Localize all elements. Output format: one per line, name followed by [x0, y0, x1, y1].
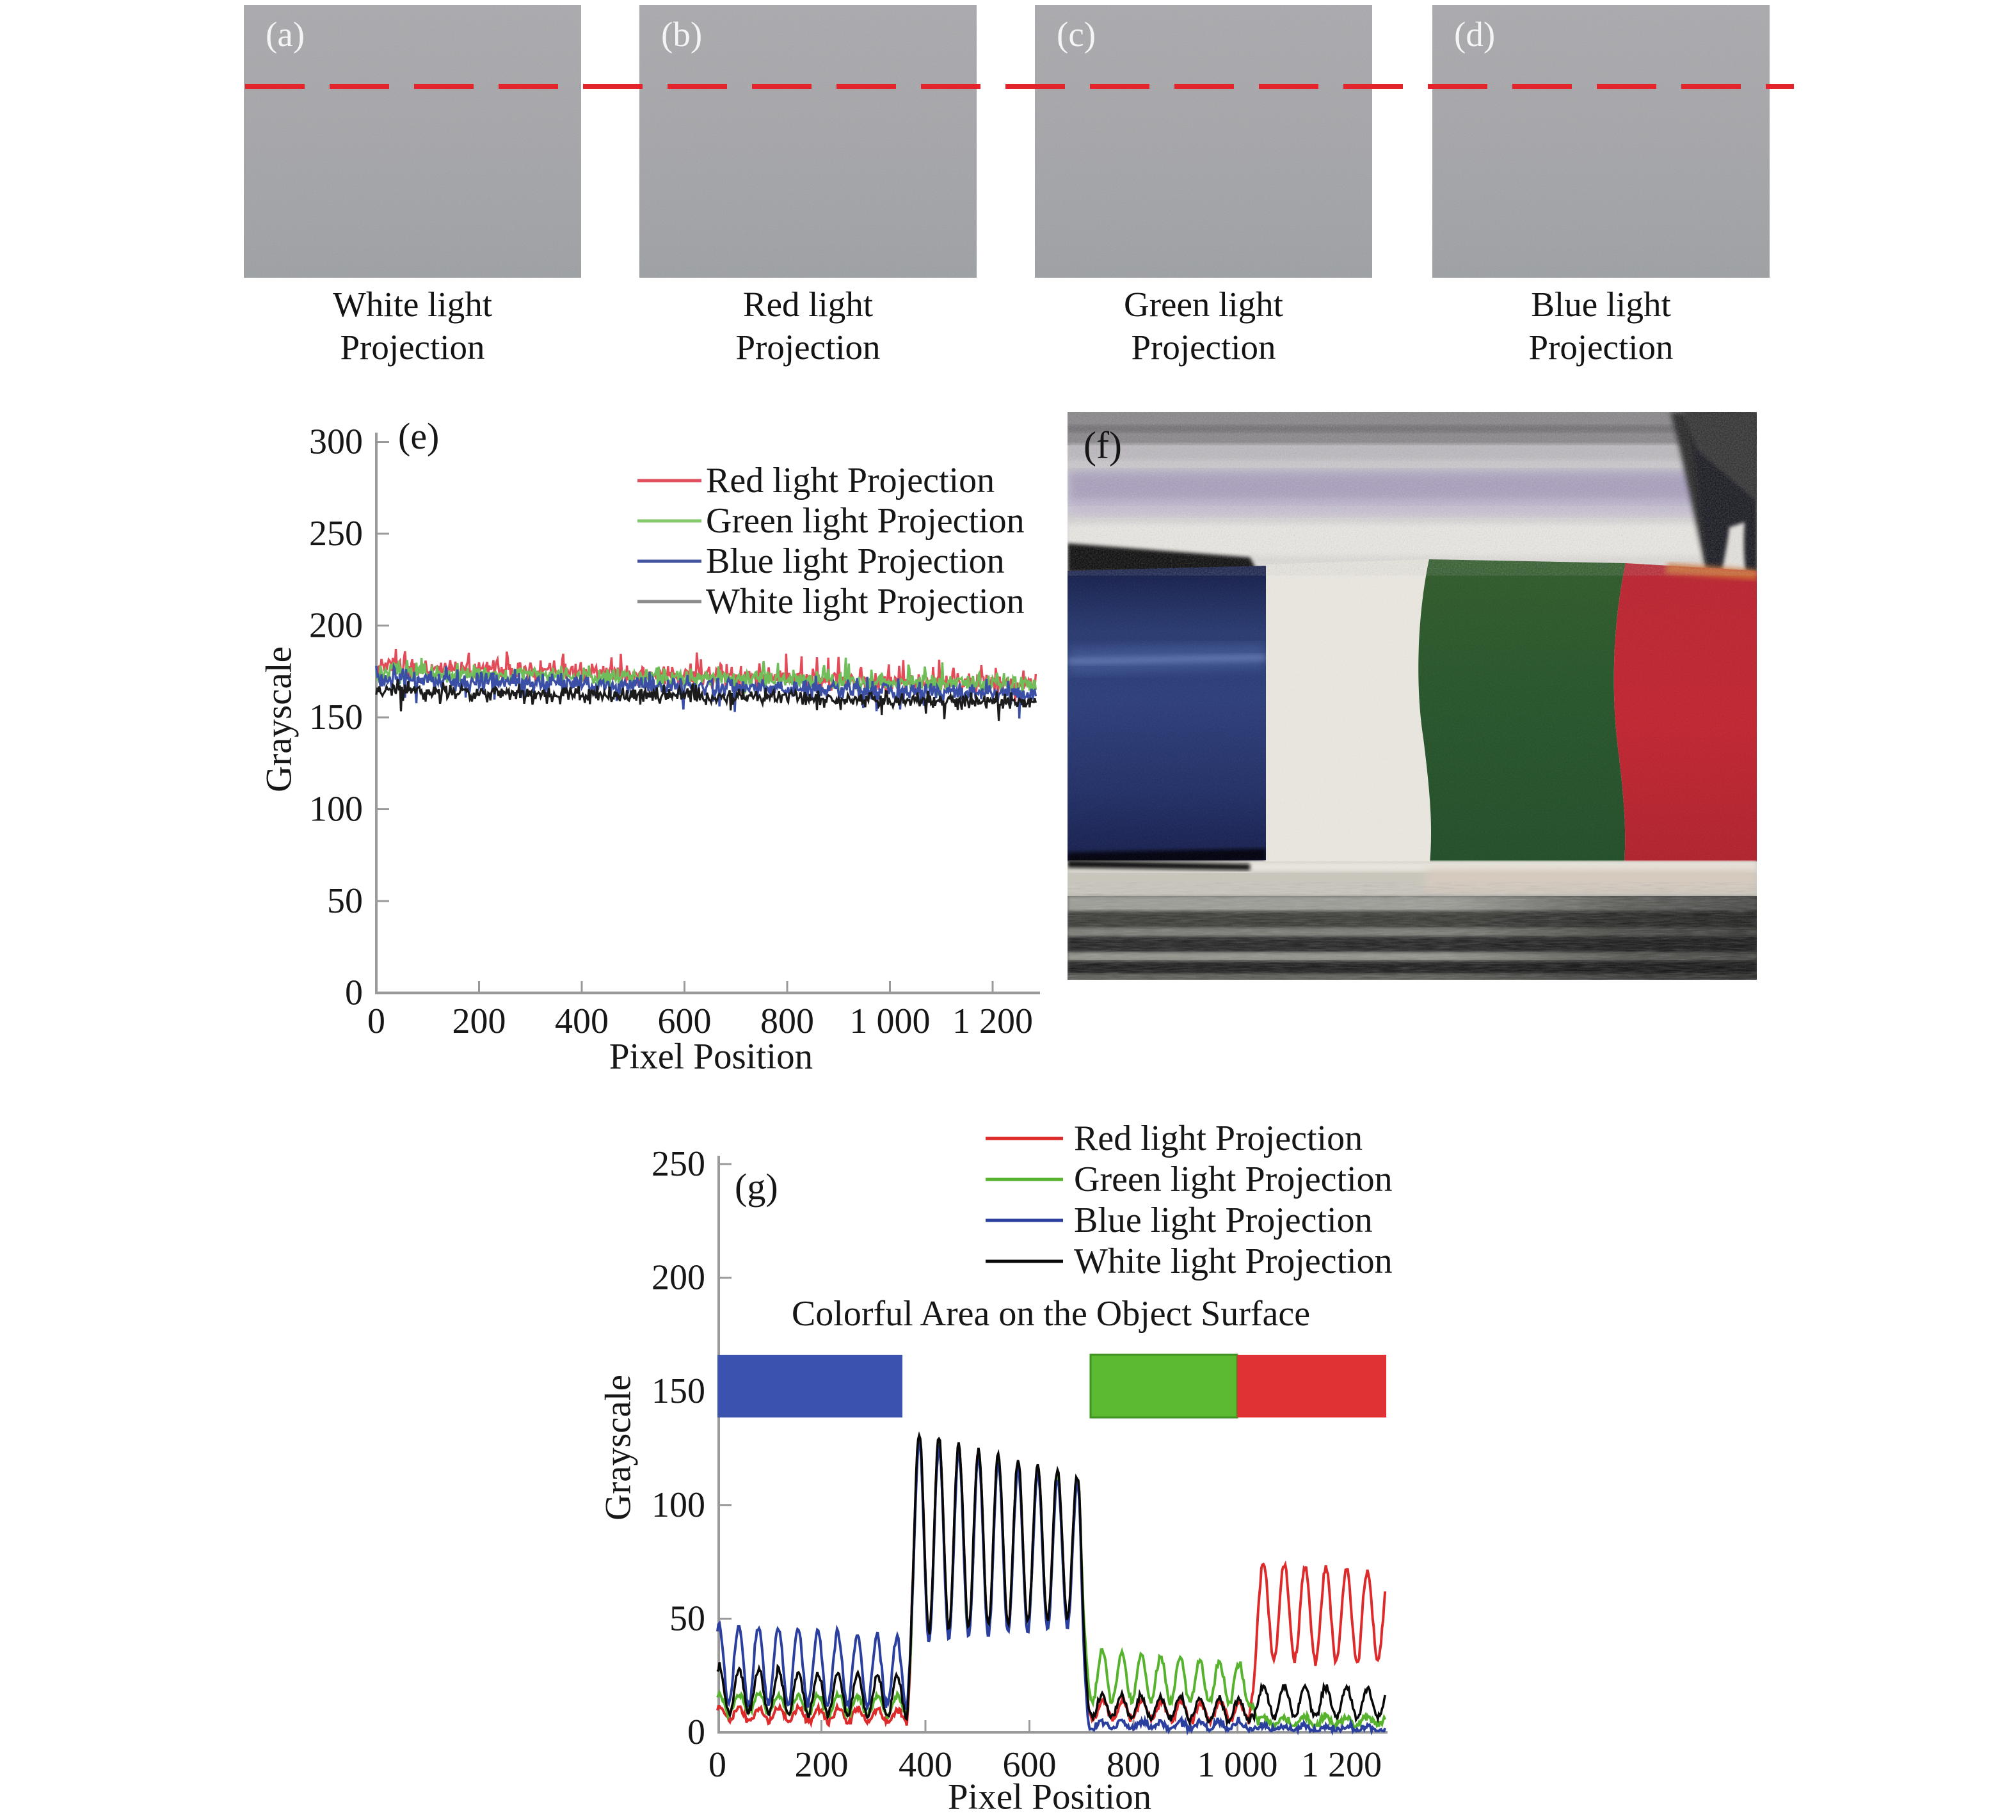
svg-text:150: 150 — [309, 698, 363, 737]
svg-text:Blue light Projection: Blue light Projection — [706, 541, 1005, 581]
svg-text:Grayscale: Grayscale — [598, 1375, 639, 1521]
svg-text:0: 0 — [367, 1002, 385, 1041]
svg-text:50: 50 — [327, 881, 363, 921]
svg-text:Red light Projection: Red light Projection — [1074, 1120, 1363, 1158]
svg-text:Colorful Area on the Object Su: Colorful Area on the Object Surface — [792, 1294, 1310, 1334]
svg-text:800: 800 — [760, 1002, 814, 1041]
svg-text:250: 250 — [652, 1144, 705, 1184]
svg-text:200: 200 — [652, 1258, 705, 1298]
svg-text:400: 400 — [555, 1002, 609, 1041]
svg-text:(b): (b) — [661, 15, 702, 54]
svg-text:600: 600 — [658, 1002, 712, 1041]
svg-text:Green light Projection: Green light Projection — [1074, 1160, 1393, 1199]
svg-text:(d): (d) — [1454, 15, 1495, 54]
svg-text:200: 200 — [309, 606, 363, 646]
svg-text:(g): (g) — [735, 1166, 778, 1208]
svg-text:100: 100 — [309, 790, 363, 829]
svg-text:Red light Projection: Red light Projection — [706, 461, 995, 500]
svg-text:1 000: 1 000 — [1197, 1745, 1278, 1785]
svg-text:800: 800 — [1107, 1745, 1160, 1785]
svg-text:200: 200 — [452, 1002, 506, 1041]
svg-text:Pixel Position: Pixel Position — [609, 1037, 813, 1077]
svg-text:600: 600 — [1003, 1745, 1057, 1785]
svg-text:White light Projection: White light Projection — [706, 582, 1025, 621]
svg-text:1 200: 1 200 — [1301, 1745, 1382, 1785]
svg-text:Blue light Projection: Blue light Projection — [1074, 1201, 1373, 1240]
svg-text:0: 0 — [708, 1745, 726, 1785]
svg-text:400: 400 — [899, 1745, 952, 1785]
svg-text:300: 300 — [309, 422, 363, 462]
svg-text:100: 100 — [652, 1485, 705, 1525]
svg-text:0: 0 — [687, 1712, 705, 1752]
svg-text:White light Projection: White light Projection — [1074, 1241, 1393, 1281]
svg-text:Green light Projection: Green light Projection — [706, 501, 1025, 541]
svg-text:250: 250 — [309, 514, 363, 554]
svg-text:(c): (c) — [1057, 15, 1096, 54]
svg-text:1 200: 1 200 — [952, 1002, 1033, 1041]
svg-text:(a): (a) — [266, 15, 305, 54]
svg-text:Pixel Position: Pixel Position — [948, 1777, 1151, 1817]
svg-text:(e): (e) — [398, 415, 439, 457]
svg-text:Grayscale: Grayscale — [259, 646, 300, 792]
svg-text:(f): (f) — [1084, 424, 1122, 467]
svg-text:0: 0 — [345, 973, 363, 1013]
svg-text:150: 150 — [652, 1371, 705, 1411]
svg-text:200: 200 — [795, 1745, 849, 1785]
svg-text:1 000: 1 000 — [850, 1002, 931, 1041]
svg-text:50: 50 — [669, 1599, 705, 1638]
